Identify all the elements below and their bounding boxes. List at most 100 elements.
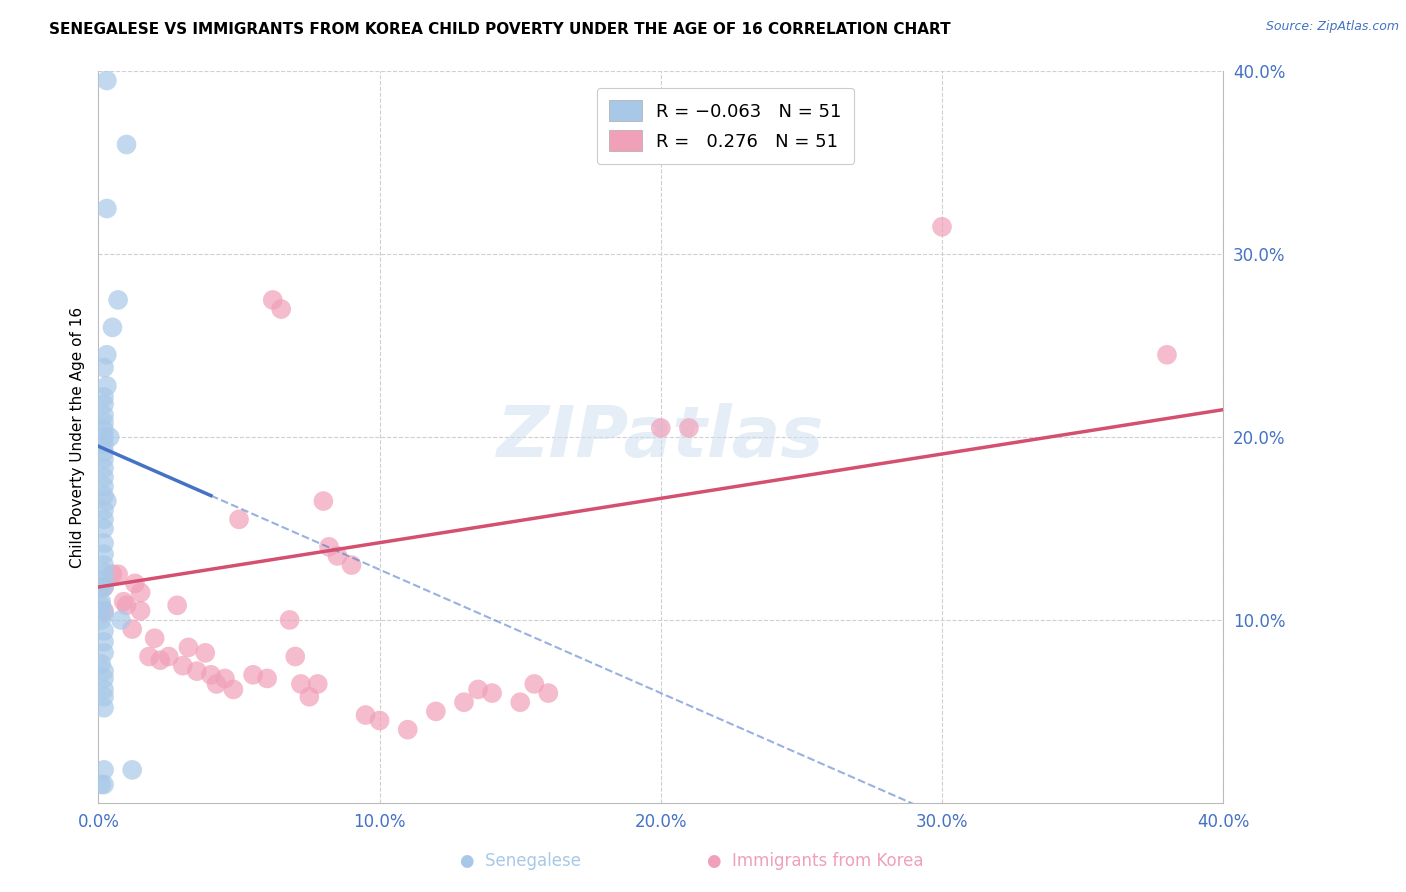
Point: [121, 622, 143, 636]
Point: [205, 677, 228, 691]
Point: [368, 714, 391, 728]
Point: [93, 461, 115, 475]
Point: [157, 649, 180, 664]
Point: [93, 777, 115, 792]
Point: [93, 700, 115, 714]
Point: [298, 690, 321, 704]
Point: [93, 360, 115, 375]
Point: [93, 390, 115, 404]
Point: [93, 547, 115, 561]
Point: [228, 512, 250, 526]
Point: [129, 604, 152, 618]
Point: [90, 594, 112, 608]
Point: [194, 646, 217, 660]
Point: [177, 640, 200, 655]
Point: [481, 686, 503, 700]
Point: [93, 416, 115, 430]
Point: [93, 664, 115, 678]
Point: [107, 567, 129, 582]
Point: [354, 708, 377, 723]
Point: [93, 470, 115, 484]
Point: [110, 613, 132, 627]
Text: Source: ZipAtlas.com: Source: ZipAtlas.com: [1265, 20, 1399, 33]
Point: [93, 672, 115, 686]
Point: [93, 635, 115, 649]
Point: [278, 613, 301, 627]
Point: [129, 585, 152, 599]
Point: [93, 558, 115, 573]
Point: [262, 293, 284, 307]
Point: [93, 646, 115, 660]
Point: [90, 580, 112, 594]
Point: [93, 624, 115, 638]
Point: [93, 437, 115, 451]
Point: [93, 580, 115, 594]
Point: [93, 521, 115, 535]
Point: [93, 536, 115, 550]
Text: SENEGALESE VS IMMIGRANTS FROM KOREA CHILD POVERTY UNDER THE AGE OF 16 CORRELATIO: SENEGALESE VS IMMIGRANTS FROM KOREA CHIL…: [49, 22, 950, 37]
Point: [312, 494, 335, 508]
Point: [453, 695, 475, 709]
Point: [115, 599, 138, 613]
Point: [143, 632, 166, 646]
Point: [93, 573, 115, 587]
Point: [124, 576, 146, 591]
Point: [93, 408, 115, 422]
Point: [678, 421, 700, 435]
Legend: R = −0.063   N = 51, R =   0.276   N = 51: R = −0.063 N = 51, R = 0.276 N = 51: [596, 87, 855, 164]
Point: [256, 672, 278, 686]
Point: [93, 763, 115, 777]
Point: [90, 657, 112, 671]
Point: [270, 301, 292, 317]
Point: [396, 723, 419, 737]
Point: [326, 549, 349, 563]
Point: [93, 423, 115, 437]
Point: [93, 682, 115, 697]
Point: [96, 348, 118, 362]
Point: [650, 421, 672, 435]
Point: [96, 494, 118, 508]
Point: [93, 512, 115, 526]
Point: [115, 137, 138, 152]
Point: [425, 705, 447, 719]
Point: [93, 606, 115, 620]
Point: [93, 503, 115, 517]
Point: [523, 677, 546, 691]
Point: [931, 219, 953, 234]
Point: [90, 599, 112, 613]
Text: ZIPatlas: ZIPatlas: [498, 402, 824, 472]
Text: ●  Senegalese: ● Senegalese: [460, 852, 581, 870]
Point: [222, 682, 245, 697]
Point: [290, 677, 312, 691]
Point: [93, 690, 115, 704]
Point: [214, 672, 236, 686]
Point: [96, 379, 118, 393]
Point: [93, 479, 115, 493]
Point: [90, 613, 112, 627]
Point: [93, 489, 115, 503]
Point: [93, 580, 115, 594]
Point: [318, 540, 340, 554]
Point: [98, 430, 121, 444]
Point: [186, 664, 208, 678]
Text: ●  Immigrants from Korea: ● Immigrants from Korea: [707, 852, 924, 870]
Point: [284, 649, 307, 664]
Point: [172, 658, 194, 673]
Point: [101, 320, 124, 334]
Point: [467, 682, 489, 697]
Point: [93, 444, 115, 458]
Point: [121, 763, 143, 777]
Point: [93, 604, 115, 618]
Point: [200, 667, 222, 681]
Point: [90, 777, 112, 792]
Point: [96, 202, 118, 216]
Point: [1156, 348, 1178, 362]
Point: [93, 566, 115, 580]
Point: [93, 430, 115, 444]
Point: [107, 293, 129, 307]
Point: [149, 653, 172, 667]
Point: [101, 567, 124, 582]
Point: [112, 594, 135, 608]
Point: [166, 599, 188, 613]
Point: [138, 649, 160, 664]
